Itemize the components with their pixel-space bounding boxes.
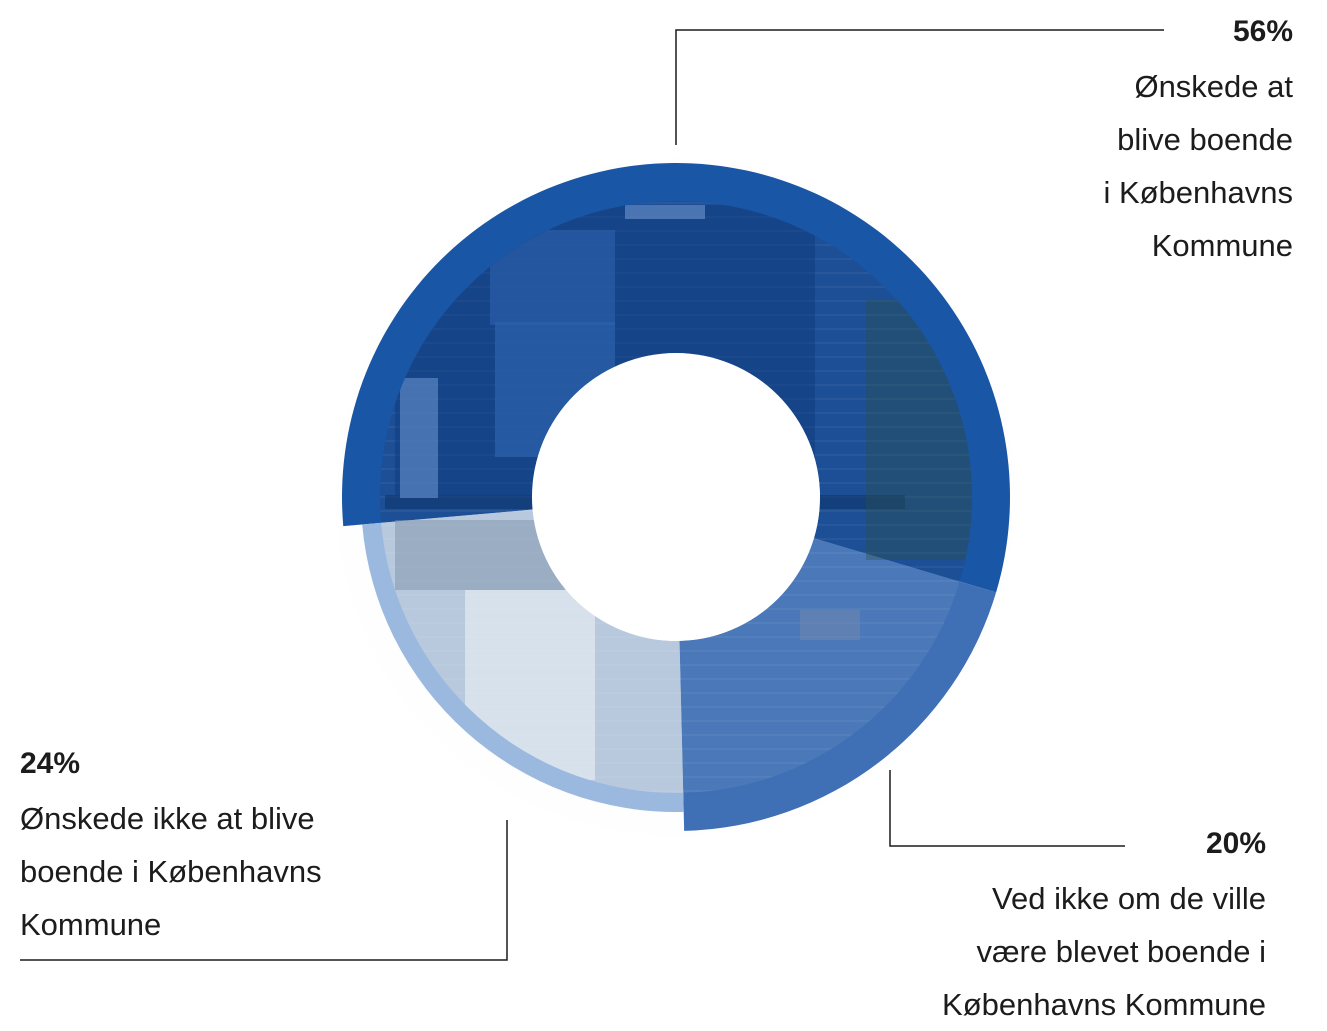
- donut-hole: [532, 353, 820, 641]
- slice-20-percent: 20%: [1205, 827, 1266, 860]
- slice-56-description: Ønskede at blive boende i Københavns Kom…: [1103, 69, 1293, 263]
- label-slice-24: 24% Ønskede ikke at blive boende i Køben…: [20, 746, 440, 951]
- slice-20-photo-texture: [679, 538, 960, 793]
- tail-light: [800, 610, 860, 640]
- leader-line-56: [675, 29, 1164, 145]
- slice-56-percent: 56%: [1232, 15, 1293, 48]
- slice-24-description: Ønskede ikke at blive boende i København…: [20, 801, 322, 942]
- leader-line-20: [889, 770, 1125, 847]
- cargo-rail: [625, 205, 705, 219]
- slice-20-description: Ved ikke om de ville være blevet boende …: [942, 881, 1266, 1022]
- slice-24-percent: 24%: [20, 747, 81, 780]
- leader-lines: [20, 29, 1164, 961]
- label-slice-20: 20% Ved ikke om de ville være blevet boe…: [846, 826, 1266, 1031]
- hand-truck: [400, 378, 438, 498]
- label-slice-56: 56% Ønskede at blive boende i Københavns…: [1033, 14, 1293, 272]
- leader-line-24: [20, 820, 508, 961]
